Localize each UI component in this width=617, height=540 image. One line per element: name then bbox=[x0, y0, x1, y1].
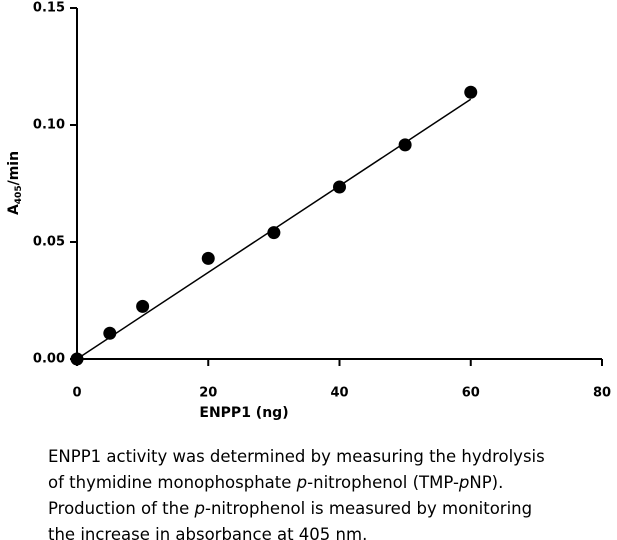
y-tick-label: 0.15 bbox=[33, 1, 65, 16]
caption-text: -nitrophenol (TMP- bbox=[307, 473, 459, 492]
x-axis-label: ENPP1 (ng) bbox=[199, 405, 288, 421]
caption-text: -nitrophenol is measured by monitoring bbox=[205, 499, 532, 518]
caption-text: the increase in absorbance at 405 nm. bbox=[48, 525, 367, 540]
caption-text: NP). bbox=[469, 473, 503, 492]
x-tick-label: 20 bbox=[199, 386, 217, 401]
caption-text: ENPP1 activity was determined by measuri… bbox=[48, 447, 545, 466]
data-point bbox=[103, 326, 117, 340]
y-label-subscript: 405 bbox=[14, 185, 24, 204]
y-label-main: A bbox=[6, 204, 22, 215]
data-point bbox=[70, 352, 84, 366]
y-tick-label: 0.05 bbox=[33, 235, 65, 250]
caption-line: the increase in absorbance at 405 nm. bbox=[48, 525, 367, 540]
data-point bbox=[136, 299, 150, 313]
x-tick-label: 0 bbox=[72, 386, 81, 401]
y-label-suffix: /min bbox=[6, 151, 22, 185]
caption-text: Production of the bbox=[48, 499, 195, 518]
caption-line: Production of the p-nitrophenol is measu… bbox=[48, 499, 532, 518]
data-point bbox=[267, 226, 281, 240]
caption-line: of thymidine monophosphate p-nitrophenol… bbox=[48, 473, 503, 492]
caption-text: of thymidine monophosphate bbox=[48, 473, 297, 492]
y-tick-label: 0.10 bbox=[33, 118, 65, 133]
caption-text: p bbox=[194, 499, 205, 518]
caption-line: ENPP1 activity was determined by measuri… bbox=[48, 447, 545, 466]
caption-text: p bbox=[296, 473, 307, 492]
x-tick-label: 60 bbox=[462, 386, 480, 401]
y-tick-label: 0.00 bbox=[33, 352, 65, 367]
data-point bbox=[464, 85, 478, 99]
data-point bbox=[398, 138, 412, 152]
caption-text: p bbox=[458, 473, 469, 492]
data-point bbox=[201, 251, 215, 265]
x-tick-label: 80 bbox=[593, 386, 611, 401]
y-axis-label: A405/min bbox=[6, 151, 24, 215]
x-tick-label: 40 bbox=[330, 386, 348, 401]
data-point bbox=[333, 180, 346, 194]
